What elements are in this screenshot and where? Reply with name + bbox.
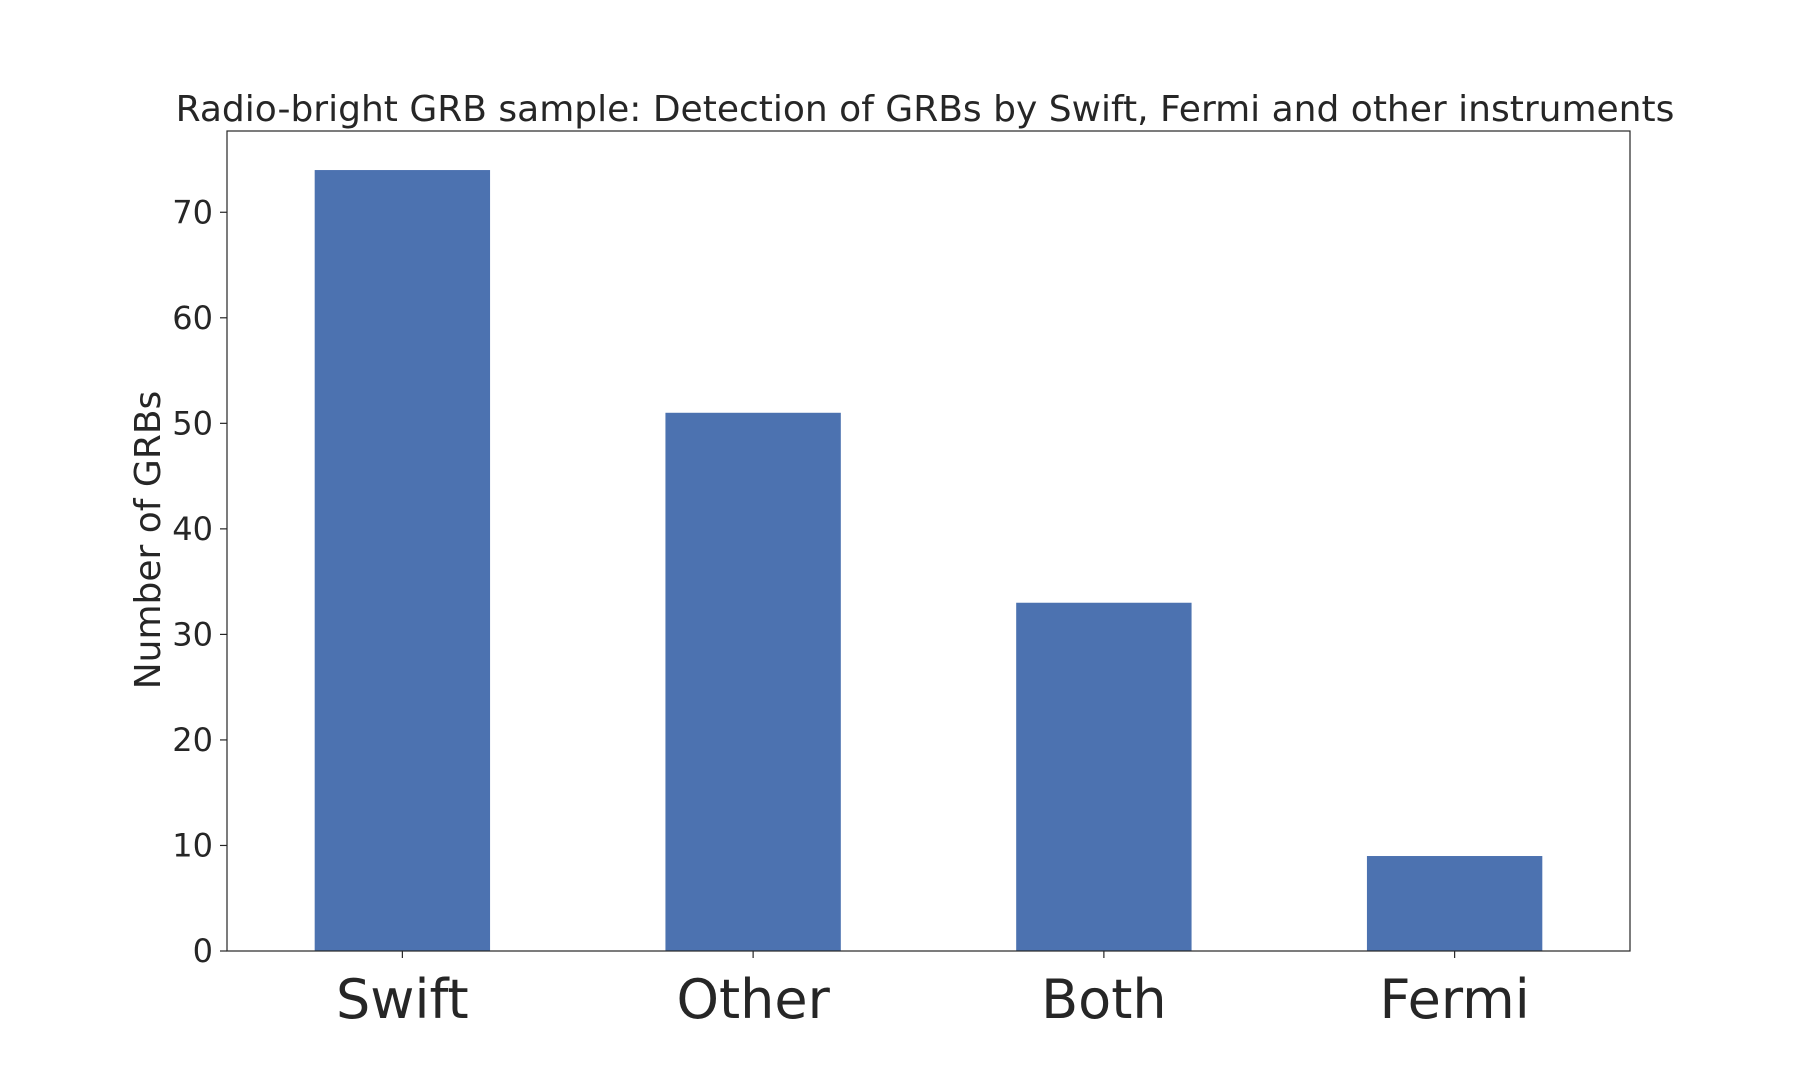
y-tick-label: 40 (172, 510, 213, 548)
x-tick-label: Both (1041, 968, 1166, 1031)
chart-title: Radio-bright GRB sample: Detection of GR… (176, 89, 1675, 130)
plot-frame (226, 130, 1631, 952)
y-tick-label: 10 (172, 826, 213, 864)
x-tick-label: Other (676, 968, 830, 1031)
bar-other (665, 412, 841, 951)
bar-both (1016, 602, 1192, 951)
x-tick-label: Fermi (1380, 968, 1530, 1031)
y-tick-label: 20 (172, 721, 213, 759)
x-tick-label: Swift (336, 968, 469, 1031)
y-tick-label: 30 (172, 615, 213, 653)
y-tick-label: 70 (172, 193, 213, 231)
bar-swift (314, 170, 491, 952)
y-tick-label: 50 (172, 404, 213, 442)
y-tick-label: 0 (193, 932, 213, 970)
y-axis-ticks: 0 10 20 30 40 50 60 70 (172, 193, 227, 970)
y-tick-label: 60 (172, 299, 213, 337)
y-axis-label: Number of GRBs (128, 391, 169, 690)
x-axis-ticks: Swift Other Both Fermi (336, 951, 1530, 1031)
bar-fermi (1366, 856, 1543, 951)
bars-group (314, 170, 1543, 952)
